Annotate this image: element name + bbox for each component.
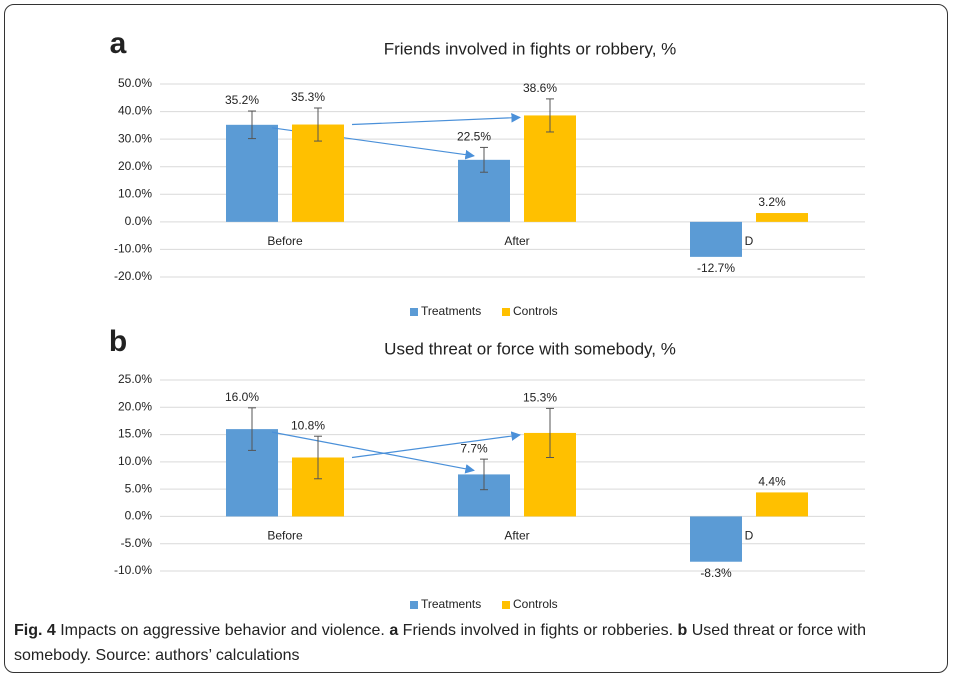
bar xyxy=(226,124,278,222)
x-tick-label: After xyxy=(504,529,529,543)
y-tick-label: -10.0% xyxy=(114,242,152,256)
y-tick-label: 20.0% xyxy=(118,399,152,413)
y-tick-label: 30.0% xyxy=(118,131,152,145)
bar xyxy=(756,492,808,517)
caption-text: Used threat or force with somebody. Sour… xyxy=(14,622,871,664)
legend-label: Controls xyxy=(513,304,558,318)
legend-swatch xyxy=(410,601,418,609)
change-arrow xyxy=(351,431,521,459)
value-label: 7.7% xyxy=(460,441,488,455)
y-tick-label: 10.0% xyxy=(118,186,152,200)
error-bar xyxy=(480,458,488,491)
y-tick-label: 50.0% xyxy=(118,76,152,90)
value-label: 4.4% xyxy=(758,475,786,489)
caption-text: Impacts on aggressive behavior and viole… xyxy=(55,622,390,639)
legend-swatch xyxy=(502,308,510,316)
y-tick-label: 25.0% xyxy=(118,372,152,386)
panel-label: b xyxy=(109,325,127,358)
value-label: 16.0% xyxy=(225,390,259,404)
x-tick-label: D xyxy=(745,529,754,543)
value-label: -12.7% xyxy=(697,261,735,275)
bar xyxy=(756,213,808,222)
value-label: 35.2% xyxy=(225,93,259,107)
error-bar xyxy=(248,110,256,140)
caption-label: b xyxy=(677,622,688,639)
caption: Fig. 4 Impacts on aggressive behavior an… xyxy=(14,618,944,668)
value-label: 15.3% xyxy=(523,391,557,405)
y-tick-label: 0.0% xyxy=(125,214,153,228)
x-tick-label: After xyxy=(504,234,529,248)
caption-text: Friends involved in fights or robberies. xyxy=(398,622,678,639)
caption-label: a xyxy=(389,622,399,639)
change-arrow xyxy=(351,113,521,126)
legend-label: Treatments xyxy=(421,597,481,611)
value-label: 22.5% xyxy=(457,130,491,144)
legend-swatch xyxy=(410,308,418,316)
legend-label: Treatments xyxy=(421,304,481,318)
y-tick-label: 20.0% xyxy=(118,159,152,173)
y-tick-label: 0.0% xyxy=(125,509,153,523)
change-arrow xyxy=(271,431,475,474)
chart-title: Used threat or force with somebody, % xyxy=(384,339,676,358)
error-bar xyxy=(480,146,488,173)
x-tick-label: Before xyxy=(267,234,303,248)
value-label: 38.6% xyxy=(523,81,557,95)
y-tick-label: 15.0% xyxy=(118,427,152,441)
error-bar xyxy=(546,98,554,133)
x-tick-label: Before xyxy=(267,529,303,543)
error-bar xyxy=(248,407,256,451)
value-label: 3.2% xyxy=(758,195,786,209)
bar xyxy=(524,115,576,222)
y-tick-label: 40.0% xyxy=(118,104,152,118)
value-label: 35.3% xyxy=(291,90,325,104)
y-tick-label: -10.0% xyxy=(114,563,152,577)
bar xyxy=(690,221,742,257)
bar xyxy=(690,516,742,562)
value-label: -8.3% xyxy=(700,566,732,580)
value-label: 10.8% xyxy=(291,418,325,432)
y-tick-label: 5.0% xyxy=(125,481,153,495)
panel-label: a xyxy=(110,27,127,60)
caption-label: Fig. 4 xyxy=(14,622,56,639)
y-tick-label: 10.0% xyxy=(118,454,152,468)
chart-title: Friends involved in fights or robbery, % xyxy=(384,39,677,58)
y-tick-label: -20.0% xyxy=(114,269,152,283)
x-tick-label: D xyxy=(745,234,754,248)
y-tick-label: -5.0% xyxy=(121,536,153,550)
legend-swatch xyxy=(502,601,510,609)
legend-label: Controls xyxy=(513,597,558,611)
error-bar xyxy=(314,435,322,480)
figure-frame xyxy=(4,4,948,673)
error-bar xyxy=(546,407,554,458)
error-bar xyxy=(314,107,322,142)
